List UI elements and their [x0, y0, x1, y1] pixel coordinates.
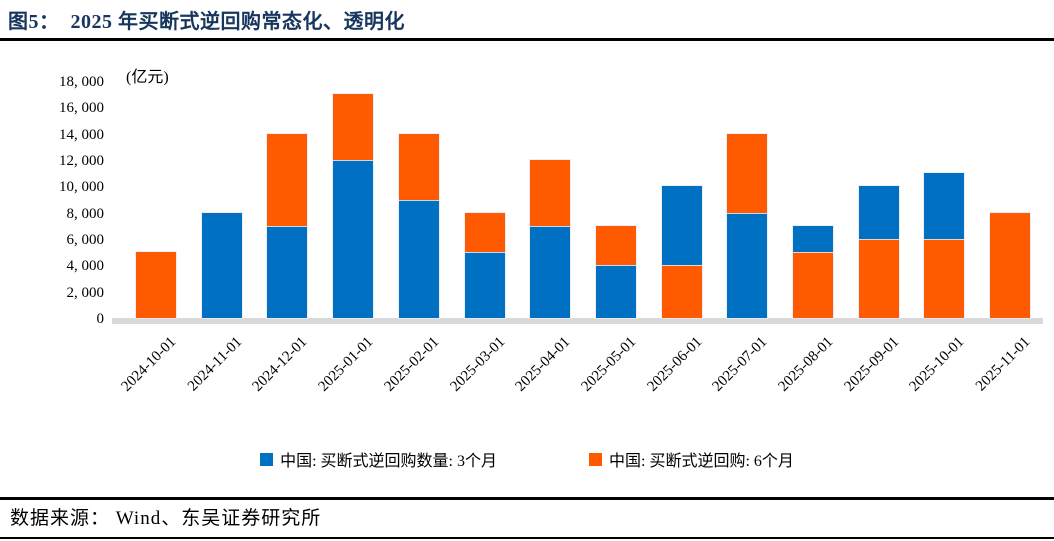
x-axis-tick-label: 2025-09-01: [841, 334, 903, 395]
bar-segment-3m-2025-01-01: [333, 160, 374, 318]
bottom-border-line: [0, 537, 1054, 539]
bar-segment-6m-2025-03-01: [464, 212, 505, 253]
y-axis-tick-label: 16, 000: [59, 100, 104, 117]
title-divider-line: [0, 38, 1054, 41]
bar-segment-6m-2025-08-01: [793, 252, 833, 318]
x-axis-tick-label: 2025-04-01: [512, 334, 574, 395]
bar-segment-6m-2024-12-01: [267, 133, 308, 226]
bar-segment-6m-2024-10-01: [136, 252, 176, 318]
bar-segment-3m-2025-06-01: [661, 186, 702, 266]
y-axis-tick-labels: 18, 000 16, 000 14, 000 12, 000 10, 000 8, 00…: [0, 0, 104, 400]
bar-segment-6m-2025-07-01: [727, 133, 768, 213]
bar-segment-3m-2025-04-01: [530, 225, 571, 318]
x-axis-tick-label: 2024-12-01: [249, 334, 311, 395]
bar-segment-6m-2025-01-01: [333, 94, 374, 160]
y-axis-unit-label: (亿元): [126, 69, 169, 86]
bar-segment-3m-2025-08-01: [793, 225, 833, 253]
bar-segment-6m-2025-02-01: [398, 133, 439, 200]
y-axis-tick-label: 4, 000: [66, 258, 105, 275]
x-axis-tick-label: 2025-05-01: [578, 334, 640, 395]
x-axis-tick-label: 2024-11-01: [184, 334, 246, 395]
x-axis-tick-label: 2025-03-01: [447, 334, 508, 395]
bar-segment-6m-2025-09-01: [858, 239, 899, 318]
x-axis-tick-label: 2025-01-01: [315, 334, 377, 395]
x-axis-tick-label: 2025-02-01: [381, 334, 443, 395]
bar-segment-3m-2024-12-01: [267, 225, 308, 318]
x-axis-tick-label: 2025-07-01: [709, 334, 771, 395]
data-source-note: 数据来源： Wind、东吴证券研究所: [10, 508, 322, 529]
bar-segment-6m-2025-04-01: [530, 160, 571, 226]
y-axis-tick-label: 10, 000: [59, 179, 104, 196]
legend-item-3m: 中国: 买断式逆回购数量: 3个月: [260, 447, 497, 471]
y-axis-tick-label: 2, 000: [66, 284, 105, 301]
legend-label: 中国: 买断式逆回购: 6个月: [609, 453, 794, 470]
x-axis-tick-label: 2025-08-01: [775, 334, 837, 395]
bar-segment-6m-2025-05-01: [595, 225, 636, 266]
chart-legend: 中国: 买断式逆回购数量: 3个月 中国: 买断式逆回购: 6个月: [0, 447, 1054, 471]
y-axis-tick-label: 18, 000: [59, 74, 104, 90]
legend-label: 中国: 买断式逆回购数量: 3个月: [280, 453, 497, 470]
bar-segment-6m-2025-10-01: [924, 239, 965, 318]
footer-divider-line: [0, 497, 1054, 500]
legend-item-6m: 中国: 买断式逆回购: 6个月: [589, 447, 794, 471]
bar-segment-3m-2024-11-01: [201, 212, 242, 318]
y-axis-tick-label: 14, 000: [59, 126, 104, 143]
plot-area: [112, 81, 1043, 318]
figure-title: 图5： 2025 年买断式逆回购常态化、透明化: [8, 11, 405, 33]
x-axis-baseline: [112, 318, 1043, 324]
bar-segment-3m-2025-05-01: [595, 265, 636, 318]
bar-segment-6m-2025-06-01: [661, 265, 702, 318]
legend-swatch-3m-icon: [260, 452, 274, 466]
y-axis-tick-label: 0: [96, 311, 105, 327]
x-axis-tick-label: 2025-10-01: [906, 334, 968, 395]
legend-swatch-6m-icon: [589, 452, 602, 466]
bar-segment-3m-2025-09-01: [858, 186, 899, 239]
y-axis-tick-label: 12, 000: [59, 153, 104, 169]
x-axis-tick-label: 2025-06-01: [644, 334, 705, 395]
bar-segment-3m-2025-07-01: [727, 212, 768, 318]
x-axis-tick-label: 2025-11-01: [972, 334, 1034, 395]
y-axis-tick-label: 8, 000: [66, 205, 105, 222]
bar-segment-6m-2025-11-01: [990, 212, 1031, 318]
bar-segment-3m-2025-10-01: [924, 173, 965, 239]
bar-segment-3m-2025-03-01: [464, 252, 505, 318]
bar-segment-3m-2025-02-01: [398, 199, 439, 318]
y-axis-tick-label: 6, 000: [66, 232, 105, 248]
